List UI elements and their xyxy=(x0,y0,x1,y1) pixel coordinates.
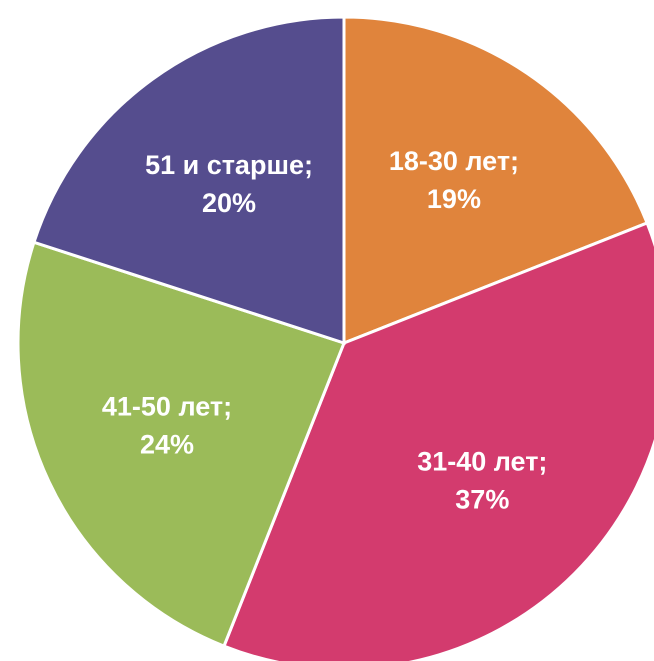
pie-slice xyxy=(342,15,650,346)
category-label: 51 и старше; xyxy=(145,150,313,180)
pie-slice xyxy=(16,240,346,649)
data-label: 18-30 лет; 19% xyxy=(389,146,519,214)
value-label: 37% xyxy=(455,484,509,514)
pie-slice xyxy=(32,15,346,346)
data-label: 51 и старше; 20% xyxy=(145,150,313,218)
category-label: 41-50 лет; xyxy=(102,391,232,421)
value-label: 20% xyxy=(202,188,256,218)
category-label: 18-30 лет; xyxy=(389,146,519,176)
data-label: 41-50 лет; 24% xyxy=(102,391,232,459)
value-label: 19% xyxy=(427,184,481,214)
category-label: 31-40 лет; xyxy=(417,446,547,476)
data-label: 31-40 лет; 37% xyxy=(417,446,547,514)
value-label: 24% xyxy=(140,429,194,459)
pie-slice xyxy=(222,221,654,661)
